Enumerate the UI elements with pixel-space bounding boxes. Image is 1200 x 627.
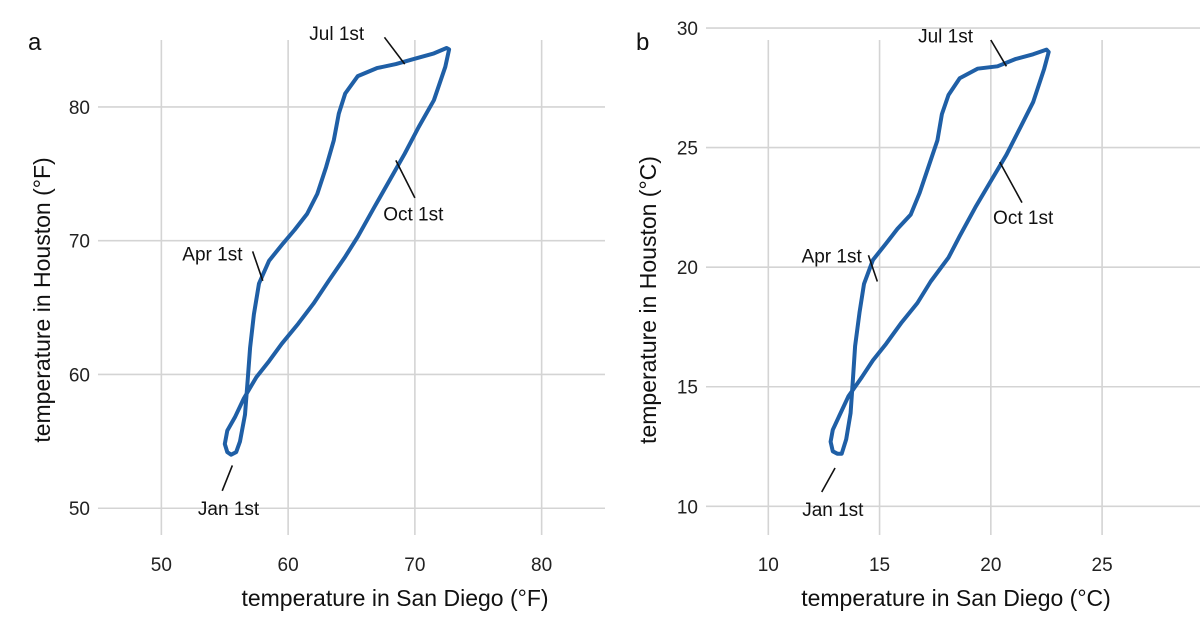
panel-a-annotation-leader	[395, 160, 416, 199]
panel-a-y-tick-label: 80	[69, 98, 90, 119]
panel-a-annotation-label: Oct 1st	[383, 205, 444, 226]
panel-b-annotation-leader	[999, 161, 1023, 203]
panel-b-y-axis-title: temperature in Houston (°C)	[635, 156, 661, 444]
panel-b-grid	[706, 27, 1200, 535]
panel-a-x-axis-title: temperature in San Diego (°F)	[241, 585, 548, 611]
panel-a-temperature-curve	[222, 46, 452, 457]
panel-a: a temperature in San Diego (°F) temperat…	[28, 24, 605, 611]
panel-b-y-tick-label: 20	[677, 258, 698, 279]
panel-a-y-tick-label: 60	[69, 365, 90, 386]
panel-b-x-tick-label: 15	[869, 555, 890, 576]
panel-b-annotation-label: Jan 1st	[802, 500, 864, 521]
panel-a-y-axis-title: temperature in Houston (°F)	[29, 157, 55, 442]
panel-b-temperature-curve	[828, 47, 1051, 456]
panel-b-x-tick-label: 25	[1092, 555, 1113, 576]
panel-b-annotation-label: Jul 1st	[918, 26, 974, 47]
panel-a-label: a	[28, 29, 42, 56]
panel-a-x-tick-label: 70	[404, 555, 425, 576]
panel-b-annotation-label: Apr 1st	[802, 246, 863, 267]
panel-b-annotation-leader	[867, 254, 879, 282]
panel-a-annotation-leader	[383, 36, 406, 65]
panel-a-annotation-label: Jul 1st	[309, 24, 365, 45]
panel-b-annotation-label: Oct 1st	[993, 208, 1054, 229]
panel-a-annotation-label: Jan 1st	[198, 499, 260, 520]
panel-b-x-tick-label: 10	[758, 555, 779, 576]
panel-b-y-tick-label: 10	[677, 497, 698, 518]
panel-b-y-tick-label: 30	[677, 19, 698, 40]
panel-b-y-tick-label: 15	[677, 378, 698, 399]
panel-b-label: b	[636, 29, 649, 56]
panel-b-x-tick-label: 20	[980, 555, 1001, 576]
panel-a-y-tick-label: 50	[69, 499, 90, 520]
panel-a-annotation-leader	[221, 465, 234, 492]
panel-b: b temperature in San Diego (°C) temperat…	[635, 19, 1200, 611]
panel-a-annotation-leader	[251, 251, 264, 282]
panel-b-annotation-leader	[990, 39, 1008, 67]
panel-b-y-tick-label: 25	[677, 139, 698, 160]
panel-b-annotation-leader	[821, 467, 836, 493]
panel-a-x-tick-label: 50	[151, 555, 172, 576]
panel-a-grid	[98, 40, 605, 535]
panel-a-x-tick-label: 60	[278, 555, 299, 576]
panel-a-x-tick-label: 80	[531, 555, 552, 576]
panel-a-y-tick-label: 70	[69, 232, 90, 253]
panel-a-annotation-label: Apr 1st	[182, 245, 243, 266]
panel-b-x-axis-title: temperature in San Diego (°C)	[801, 585, 1111, 611]
